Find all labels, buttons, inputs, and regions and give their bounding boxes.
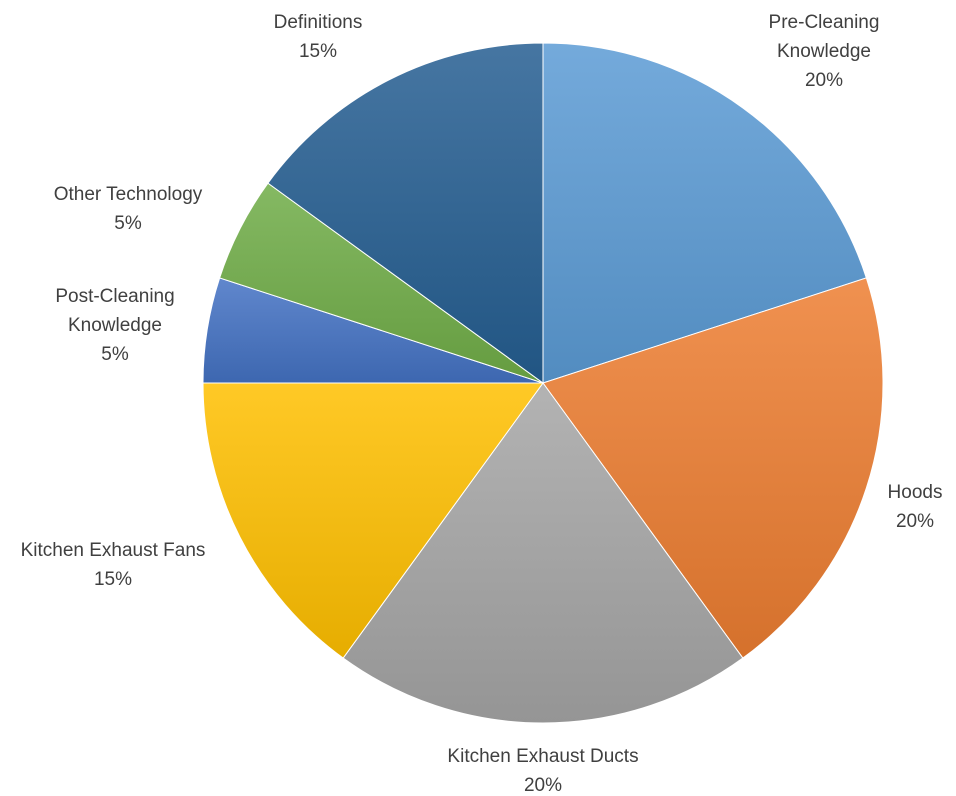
labels-layer: Pre-Cleaning Knowledge 20% Hoods 20% Kitchen …: [21, 12, 943, 796]
pie-slice-hoods: [542, 277, 884, 659]
data-label-other-technology: Other Technology 5%: [54, 184, 203, 234]
data-label-definitions: Definitions 15%: [274, 12, 363, 62]
data-label-post-cleaning-knowledge: Post-Cleaning Knowledge 5%: [55, 286, 174, 365]
data-label-kitchen-exhaust-ducts: Kitchen Exhaust Ducts 20%: [447, 746, 638, 796]
pie-slice-pre-cleaning-knowledge: [542, 42, 867, 384]
pie-slice-kitchen-exhaust-fans: [202, 382, 544, 659]
data-label-hoods: Hoods 20%: [888, 482, 943, 532]
pie-slice-definitions: [267, 42, 544, 384]
pie-slice-kitchen-exhaust-ducts: [342, 382, 744, 724]
data-label-kitchen-exhaust-fans: Kitchen Exhaust Fans 15%: [21, 540, 206, 590]
data-label-pre-cleaning-knowledge: Pre-Cleaning Knowledge 20%: [769, 12, 880, 91]
slices-layer: [202, 42, 884, 724]
